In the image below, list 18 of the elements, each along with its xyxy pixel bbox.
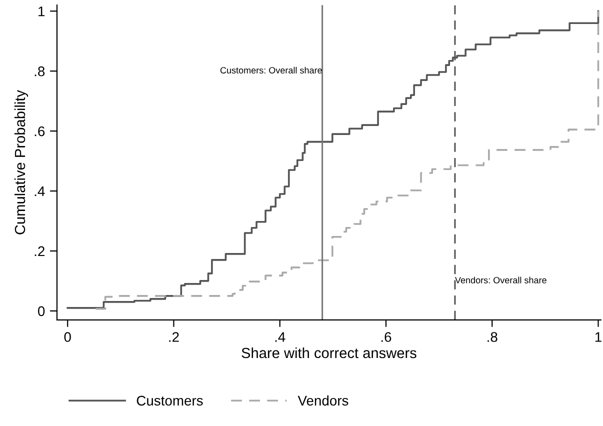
- x-tick-label: .4: [275, 332, 286, 342]
- legend-label: Customers: [136, 396, 203, 406]
- y-tick-label: .8: [34, 66, 45, 76]
- annotation: Vendors: Overall share: [455, 276, 546, 284]
- x-tick-label: .6: [381, 332, 392, 342]
- y-tick-label: .4: [34, 186, 45, 196]
- x-tick-label: .2: [169, 332, 179, 342]
- y-tick-label: .2: [34, 246, 44, 256]
- y-axis-title: Cumulative Probability: [14, 90, 28, 234]
- x-axis-title: Share with correct answers: [242, 347, 416, 358]
- y-tick-label: 1: [38, 6, 44, 16]
- x-tick-label: 1: [595, 332, 602, 342]
- annotation: Customers: Overall share: [220, 66, 322, 74]
- y-tick-label: 0: [38, 306, 45, 316]
- x-tick-label: 0: [64, 332, 71, 342]
- legend-label: Vendors: [298, 395, 348, 406]
- x-tick-label: .8: [488, 332, 498, 342]
- y-tick-label: .6: [34, 126, 45, 136]
